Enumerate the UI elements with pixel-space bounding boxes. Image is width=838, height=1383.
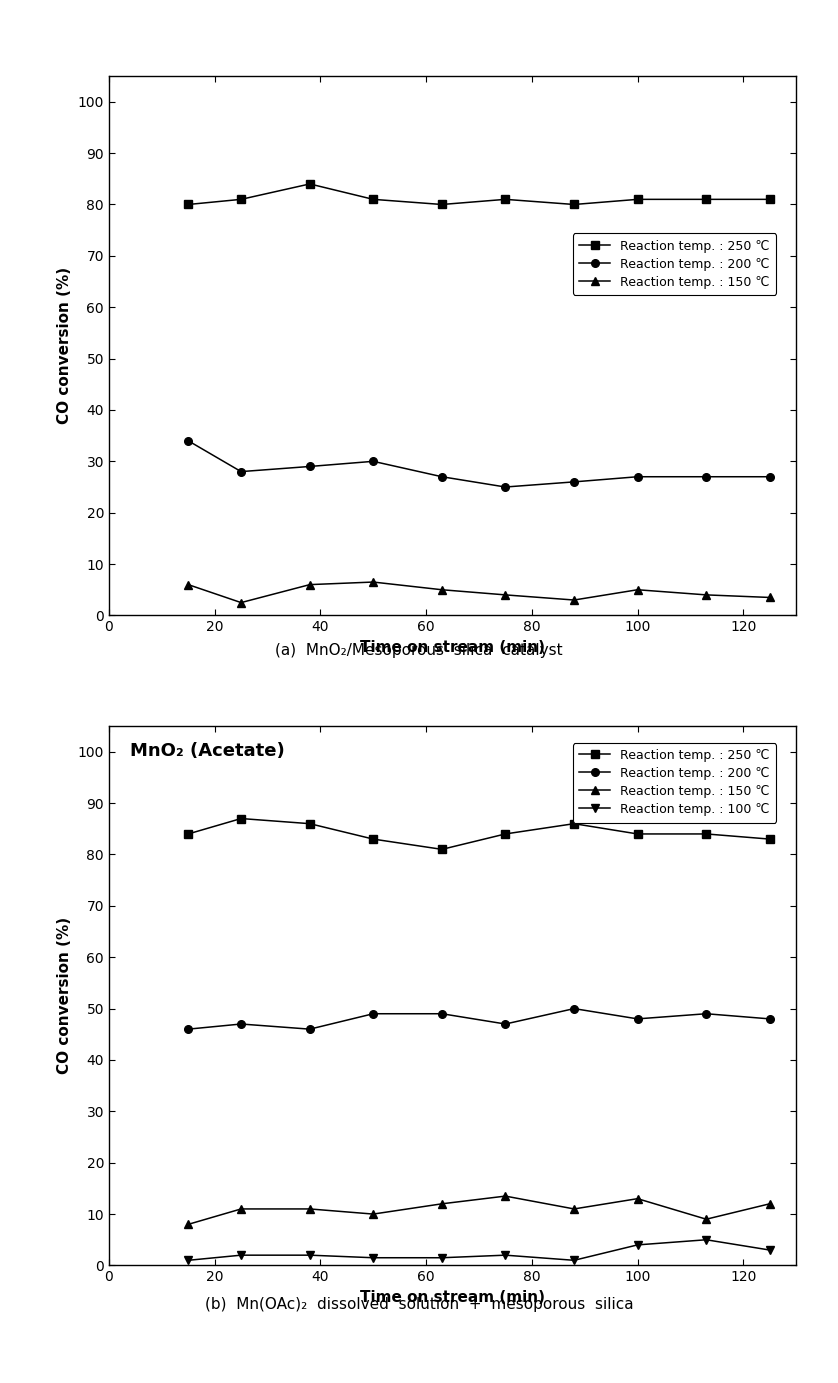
Reaction temp. : 200 ℃: (50, 30): 200 ℃: (50, 30)	[368, 454, 378, 470]
Reaction temp. : 150 ℃: (50, 10): 150 ℃: (50, 10)	[368, 1206, 378, 1223]
Reaction temp. : 200 ℃: (25, 47): 200 ℃: (25, 47)	[236, 1015, 246, 1032]
Reaction temp. : 200 ℃: (38, 29): 200 ℃: (38, 29)	[305, 458, 315, 474]
Legend: Reaction temp. : 250 ℃, Reaction temp. : 200 ℃, Reaction temp. : 150 ℃: Reaction temp. : 250 ℃, Reaction temp. :…	[573, 234, 776, 295]
Reaction temp. : 250 ℃: (15, 80): 250 ℃: (15, 80)	[184, 196, 194, 213]
Reaction temp. : 250 ℃: (113, 84): 250 ℃: (113, 84)	[701, 826, 711, 842]
Reaction temp. : 250 ℃: (63, 80): 250 ℃: (63, 80)	[437, 196, 447, 213]
Line: Reaction temp. : 150 ℃: Reaction temp. : 150 ℃	[184, 578, 773, 606]
Reaction temp. : 100 ℃: (25, 2): 100 ℃: (25, 2)	[236, 1247, 246, 1264]
Reaction temp. : 200 ℃: (125, 27): 200 ℃: (125, 27)	[764, 469, 774, 485]
Reaction temp. : 150 ℃: (113, 4): 150 ℃: (113, 4)	[701, 586, 711, 603]
Reaction temp. : 100 ℃: (100, 4): 100 ℃: (100, 4)	[633, 1236, 643, 1253]
Reaction temp. : 200 ℃: (75, 25): 200 ℃: (75, 25)	[500, 479, 510, 495]
Reaction temp. : 200 ℃: (113, 49): 200 ℃: (113, 49)	[701, 1005, 711, 1022]
Reaction temp. : 250 ℃: (125, 81): 250 ℃: (125, 81)	[764, 191, 774, 207]
Reaction temp. : 200 ℃: (88, 26): 200 ℃: (88, 26)	[569, 473, 579, 490]
Reaction temp. : 100 ℃: (125, 3): 100 ℃: (125, 3)	[764, 1242, 774, 1259]
Reaction temp. : 200 ℃: (63, 27): 200 ℃: (63, 27)	[437, 469, 447, 485]
Reaction temp. : 250 ℃: (25, 81): 250 ℃: (25, 81)	[236, 191, 246, 207]
Reaction temp. : 200 ℃: (75, 47): 200 ℃: (75, 47)	[500, 1015, 510, 1032]
Reaction temp. : 150 ℃: (25, 2.5): 150 ℃: (25, 2.5)	[236, 595, 246, 611]
Reaction temp. : 100 ℃: (113, 5): 100 ℃: (113, 5)	[701, 1231, 711, 1247]
Line: Reaction temp. : 200 ℃: Reaction temp. : 200 ℃	[184, 1005, 773, 1033]
Reaction temp. : 150 ℃: (113, 9): 150 ℃: (113, 9)	[701, 1212, 711, 1228]
Reaction temp. : 200 ℃: (25, 28): 200 ℃: (25, 28)	[236, 463, 246, 480]
Reaction temp. : 150 ℃: (63, 5): 150 ℃: (63, 5)	[437, 581, 447, 597]
Text: (b)  Mn(OAc)₂  dissolved  solution  +  mesoporous  silica: (b) Mn(OAc)₂ dissolved solution + mesopo…	[204, 1297, 634, 1312]
Y-axis label: CO conversion (%): CO conversion (%)	[57, 267, 72, 425]
Reaction temp. : 250 ℃: (50, 83): 250 ℃: (50, 83)	[368, 831, 378, 848]
Line: Reaction temp. : 250 ℃: Reaction temp. : 250 ℃	[184, 180, 773, 209]
Legend: Reaction temp. : 250 ℃, Reaction temp. : 200 ℃, Reaction temp. : 150 ℃, Reaction: Reaction temp. : 250 ℃, Reaction temp. :…	[573, 743, 776, 823]
Line: Reaction temp. : 150 ℃: Reaction temp. : 150 ℃	[184, 1192, 773, 1228]
Reaction temp. : 200 ℃: (113, 27): 200 ℃: (113, 27)	[701, 469, 711, 485]
Reaction temp. : 250 ℃: (100, 81): 250 ℃: (100, 81)	[633, 191, 643, 207]
Reaction temp. : 250 ℃: (75, 84): 250 ℃: (75, 84)	[500, 826, 510, 842]
Reaction temp. : 200 ℃: (50, 49): 200 ℃: (50, 49)	[368, 1005, 378, 1022]
Reaction temp. : 150 ℃: (125, 3.5): 150 ℃: (125, 3.5)	[764, 589, 774, 606]
Reaction temp. : 150 ℃: (15, 6): 150 ℃: (15, 6)	[184, 577, 194, 593]
Reaction temp. : 200 ℃: (15, 34): 200 ℃: (15, 34)	[184, 433, 194, 449]
Reaction temp. : 150 ℃: (100, 5): 150 ℃: (100, 5)	[633, 581, 643, 597]
Reaction temp. : 100 ℃: (50, 1.5): 100 ℃: (50, 1.5)	[368, 1249, 378, 1265]
Reaction temp. : 150 ℃: (88, 3): 150 ℃: (88, 3)	[569, 592, 579, 609]
Reaction temp. : 200 ℃: (15, 46): 200 ℃: (15, 46)	[184, 1021, 194, 1037]
Reaction temp. : 250 ℃: (63, 81): 250 ℃: (63, 81)	[437, 841, 447, 857]
Reaction temp. : 100 ℃: (75, 2): 100 ℃: (75, 2)	[500, 1247, 510, 1264]
Reaction temp. : 150 ℃: (38, 6): 150 ℃: (38, 6)	[305, 577, 315, 593]
Reaction temp. : 200 ℃: (125, 48): 200 ℃: (125, 48)	[764, 1011, 774, 1028]
Text: (a)  MnO₂/Mesoporous  silica  catalyst: (a) MnO₂/Mesoporous silica catalyst	[275, 643, 563, 658]
Reaction temp. : 250 ℃: (50, 81): 250 ℃: (50, 81)	[368, 191, 378, 207]
Reaction temp. : 150 ℃: (100, 13): 150 ℃: (100, 13)	[633, 1191, 643, 1207]
Reaction temp. : 250 ℃: (125, 83): 250 ℃: (125, 83)	[764, 831, 774, 848]
Reaction temp. : 150 ℃: (75, 4): 150 ℃: (75, 4)	[500, 586, 510, 603]
Line: Reaction temp. : 250 ℃: Reaction temp. : 250 ℃	[184, 815, 773, 853]
Reaction temp. : 100 ℃: (88, 1): 100 ℃: (88, 1)	[569, 1252, 579, 1268]
Reaction temp. : 150 ℃: (38, 11): 150 ℃: (38, 11)	[305, 1200, 315, 1217]
Reaction temp. : 200 ℃: (38, 46): 200 ℃: (38, 46)	[305, 1021, 315, 1037]
Reaction temp. : 150 ℃: (88, 11): 150 ℃: (88, 11)	[569, 1200, 579, 1217]
Reaction temp. : 200 ℃: (63, 49): 200 ℃: (63, 49)	[437, 1005, 447, 1022]
X-axis label: Time on stream (min): Time on stream (min)	[360, 640, 545, 656]
Reaction temp. : 250 ℃: (38, 86): 250 ℃: (38, 86)	[305, 816, 315, 833]
X-axis label: Time on stream (min): Time on stream (min)	[360, 1290, 545, 1306]
Reaction temp. : 100 ℃: (63, 1.5): 100 ℃: (63, 1.5)	[437, 1249, 447, 1265]
Reaction temp. : 250 ℃: (88, 80): 250 ℃: (88, 80)	[569, 196, 579, 213]
Reaction temp. : 250 ℃: (38, 84): 250 ℃: (38, 84)	[305, 176, 315, 192]
Reaction temp. : 150 ℃: (50, 6.5): 150 ℃: (50, 6.5)	[368, 574, 378, 591]
Reaction temp. : 250 ℃: (88, 86): 250 ℃: (88, 86)	[569, 816, 579, 833]
Reaction temp. : 150 ℃: (15, 8): 150 ℃: (15, 8)	[184, 1216, 194, 1232]
Reaction temp. : 200 ℃: (100, 27): 200 ℃: (100, 27)	[633, 469, 643, 485]
Text: MnO₂ (Acetate): MnO₂ (Acetate)	[130, 743, 284, 761]
Reaction temp. : 100 ℃: (38, 2): 100 ℃: (38, 2)	[305, 1247, 315, 1264]
Reaction temp. : 200 ℃: (88, 50): 200 ℃: (88, 50)	[569, 1000, 579, 1017]
Reaction temp. : 250 ℃: (25, 87): 250 ℃: (25, 87)	[236, 810, 246, 827]
Reaction temp. : 250 ℃: (15, 84): 250 ℃: (15, 84)	[184, 826, 194, 842]
Reaction temp. : 250 ℃: (75, 81): 250 ℃: (75, 81)	[500, 191, 510, 207]
Reaction temp. : 100 ℃: (15, 1): 100 ℃: (15, 1)	[184, 1252, 194, 1268]
Line: Reaction temp. : 100 ℃: Reaction temp. : 100 ℃	[184, 1236, 773, 1264]
Reaction temp. : 150 ℃: (75, 13.5): 150 ℃: (75, 13.5)	[500, 1188, 510, 1205]
Reaction temp. : 150 ℃: (63, 12): 150 ℃: (63, 12)	[437, 1195, 447, 1212]
Reaction temp. : 200 ℃: (100, 48): 200 ℃: (100, 48)	[633, 1011, 643, 1028]
Reaction temp. : 250 ℃: (113, 81): 250 ℃: (113, 81)	[701, 191, 711, 207]
Reaction temp. : 250 ℃: (100, 84): 250 ℃: (100, 84)	[633, 826, 643, 842]
Reaction temp. : 150 ℃: (125, 12): 150 ℃: (125, 12)	[764, 1195, 774, 1212]
Reaction temp. : 150 ℃: (25, 11): 150 ℃: (25, 11)	[236, 1200, 246, 1217]
Y-axis label: CO conversion (%): CO conversion (%)	[57, 917, 72, 1075]
Line: Reaction temp. : 200 ℃: Reaction temp. : 200 ℃	[184, 437, 773, 491]
